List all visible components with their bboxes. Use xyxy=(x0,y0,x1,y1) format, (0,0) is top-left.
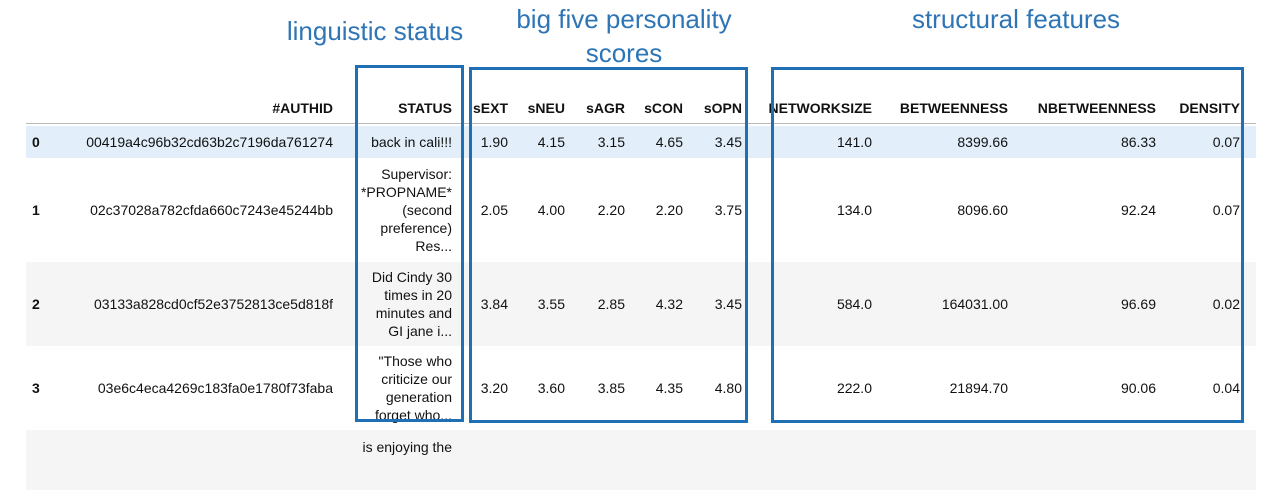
table-cell: 8399.66 xyxy=(957,134,1008,150)
table-cell: 3.75 xyxy=(714,202,742,218)
status-line: "Those who xyxy=(378,353,452,369)
status-cell: Did Cindy 30 times in 20 minutes and GI jan… xyxy=(372,262,452,346)
table-cell: 4.00 xyxy=(537,202,565,218)
page: linguistic status big five personality s… xyxy=(26,4,1256,455)
table-cell: 02c37028a782cfda660c7243e45244bb xyxy=(90,202,333,218)
table-cell: 96.69 xyxy=(1120,296,1156,312)
column-header: sEXT xyxy=(472,100,508,116)
table-row[interactable] xyxy=(26,126,1256,158)
table-cell: 4.65 xyxy=(655,134,683,150)
table-cell: 3.55 xyxy=(537,296,565,312)
table-cell: 0.04 xyxy=(1212,380,1240,396)
table-cell: 21894.70 xyxy=(949,380,1008,396)
table-row[interactable] xyxy=(26,158,1256,262)
status-line: generation xyxy=(385,389,452,405)
highlight-box xyxy=(771,67,1244,423)
status-line: preference) xyxy=(380,220,452,236)
table-cell: 222.0 xyxy=(836,380,872,396)
table-cell: 4.35 xyxy=(655,380,683,396)
status-cell: back in cali!!! xyxy=(371,126,452,158)
column-header: STATUS xyxy=(398,100,452,116)
table-cell: 1.90 xyxy=(480,134,508,150)
table-cell: 584.0 xyxy=(836,296,872,312)
column-header: sCON xyxy=(644,100,683,116)
column-header: NBETWEENNESS xyxy=(1037,100,1156,116)
table-row[interactable] xyxy=(26,262,1256,346)
table-cell: 4.15 xyxy=(537,134,565,150)
row-index: 3 xyxy=(32,380,40,396)
highlight-box xyxy=(355,65,464,422)
highlight-box xyxy=(469,67,748,423)
table-cell: 4.32 xyxy=(655,296,683,312)
table-cell: 164031.00 xyxy=(941,296,1008,312)
table-cell: 3.60 xyxy=(537,380,565,396)
column-header: DENSITY xyxy=(1179,100,1240,116)
table-cell: 2.05 xyxy=(480,202,508,218)
column-header: sNEU xyxy=(527,100,565,116)
table-cell: 86.33 xyxy=(1120,134,1156,150)
table-cell: 2.85 xyxy=(597,296,625,312)
header-border xyxy=(26,123,1256,124)
row-index: 1 xyxy=(32,202,40,218)
table-row[interactable] xyxy=(26,346,1256,430)
table-cell: 8096.60 xyxy=(957,202,1008,218)
table-cell: 3.20 xyxy=(480,380,508,396)
status-line: minutes and xyxy=(375,305,452,321)
table-cell: 92.24 xyxy=(1120,202,1156,218)
status-line: is enjoying the xyxy=(362,439,452,455)
column-header: BETWEENNESS xyxy=(899,100,1008,116)
table-cell: 0.02 xyxy=(1212,296,1240,312)
table-cell: 90.06 xyxy=(1120,380,1156,396)
table-cell: 3.45 xyxy=(714,134,742,150)
table-cell: 03133a828cd0cf52e3752813ce5d818f xyxy=(93,296,333,312)
status-line: criticize our xyxy=(381,371,452,387)
table-cell: 00419a4c96b32cd63b2c7196da761274 xyxy=(86,134,333,150)
table-cell: 3.85 xyxy=(597,380,625,396)
row-index: 0 xyxy=(32,134,40,150)
status-line: back in cali!!! xyxy=(371,134,452,150)
annotation: structural features xyxy=(911,4,1121,34)
column-header: sAGR xyxy=(586,100,625,116)
annotation: linguistic status xyxy=(286,16,464,46)
column-header: sOPN xyxy=(703,100,742,116)
table-row[interactable] xyxy=(26,430,1256,490)
table-cell: 3.45 xyxy=(714,296,742,312)
status-line: Did Cindy 30 xyxy=(371,269,452,285)
table-cell: 3.84 xyxy=(480,296,508,312)
table-cell: 03e6c4eca4269c183fa0e1780f73faba xyxy=(97,380,333,396)
column-header: #AUTHID xyxy=(272,100,333,116)
status-line: times in 20 xyxy=(384,287,452,303)
table-cell: 4.80 xyxy=(714,380,742,396)
table-cell: 3.15 xyxy=(597,134,625,150)
status-cell: is enjoying the xyxy=(362,430,452,490)
column-header: NETWORKSIZE xyxy=(768,100,872,116)
status-line: *PROPNAME* xyxy=(360,184,452,200)
status-line: Supervisor: xyxy=(381,166,452,182)
table-cell: 0.07 xyxy=(1212,202,1240,218)
status-line: (second xyxy=(402,202,452,218)
annotation: big five personality scores xyxy=(516,4,732,68)
status-line: GI jane i... xyxy=(388,323,452,339)
status-cell: Supervisor: *PROPNAME* (second preference) R… xyxy=(361,158,452,262)
table-cell: 2.20 xyxy=(597,202,625,218)
table-cell: 134.0 xyxy=(836,202,872,218)
status-line: Res... xyxy=(415,238,452,254)
table-cell: 2.20 xyxy=(655,202,683,218)
table-cell: 141.0 xyxy=(836,134,872,150)
row-index: 2 xyxy=(32,296,40,312)
table-cell: 0.07 xyxy=(1212,134,1240,150)
